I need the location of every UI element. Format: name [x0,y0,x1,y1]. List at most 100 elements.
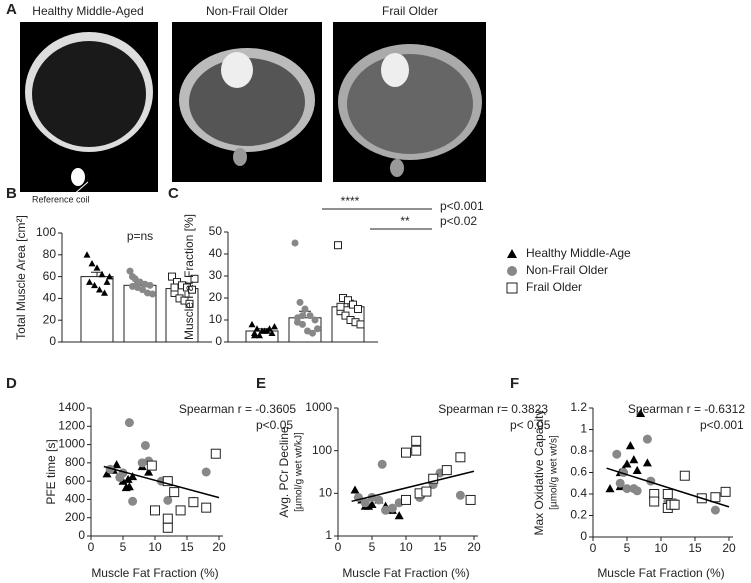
square-marker [354,305,362,313]
circle-marker [134,278,141,286]
y-tick-label: 60 [43,269,57,283]
y-tick-label: 1000 [305,400,332,414]
y-tick-label: 40 [209,246,223,260]
y-tick-label: 1000 [58,437,85,451]
square-marker [334,241,342,250]
y-tick-label: 30 [209,268,223,282]
square-marker [150,505,160,516]
circle-marker [149,290,156,298]
triangle-marker [248,320,256,328]
square-marker [185,299,194,308]
square-marker [679,470,690,481]
triangle-marker [96,286,103,293]
x-axis-label: Muscle Fat Fraction (%) [91,566,218,580]
square-marker [175,505,186,516]
square-marker [411,435,422,446]
y-tick-label: 20 [209,290,223,304]
y-tick-label: 50 [209,224,223,238]
x-tick-label: 5 [369,540,376,554]
circle-marker [291,239,299,247]
square-marker [168,272,176,281]
annotation: p<0.001 [440,199,484,213]
square-marker [162,513,173,524]
mri-image [381,53,409,87]
triangle-marker [507,249,517,258]
y-tick-label: 200 [65,510,85,524]
square-marker [188,285,196,294]
triangle-marker [350,485,360,494]
circle-marker [306,312,314,320]
y-axis-label: [µmol/g wet wt/kJ] [294,432,305,512]
annotation: p<0.02 [440,214,477,228]
circle-marker [381,505,391,515]
triangle-marker [106,273,113,280]
triangle-marker [86,278,93,285]
square-marker [162,522,173,533]
panel-letter: A [6,1,17,18]
y-tick-label: 1400 [58,400,85,414]
triangle-marker [266,325,273,332]
triangle-marker [625,441,635,450]
error-bar [91,271,103,277]
panel-letter: C [168,185,179,202]
triangle-marker [93,264,101,271]
y-tick-label: 0 [49,334,56,348]
circle-marker [615,478,625,488]
annotation: p<0.001 [700,418,744,432]
triangle-marker [88,260,96,267]
y-tick-label: 40 [43,291,57,305]
triangle-marker [622,459,632,468]
square-marker [188,497,199,508]
y-tick-label: 0 [580,529,587,543]
x-tick-label: 15 [180,540,194,554]
y-tick-label: 800 [65,455,85,469]
x-tick-label: 20 [467,540,481,554]
triangle-marker [144,467,154,476]
y-tick-label: 100 [36,225,56,239]
annotation: Spearman r = -0.6312 [628,402,745,416]
x-tick-label: 20 [212,540,226,554]
y-tick-label: 1.2 [570,400,587,414]
x-tick-label: 0 [88,540,95,554]
circle-marker [622,484,632,494]
legend-label: Healthy Middle-Age [526,246,631,260]
y-tick-label: 0.2 [570,508,587,522]
circle-marker [710,505,720,515]
x-tick-label: 10 [148,540,162,554]
square-marker [162,476,173,487]
y-tick-label: 0 [215,334,222,348]
x-tick-label: 15 [688,541,702,555]
x-tick-label: 10 [654,541,668,555]
legend-label: Non-Frail Older [526,263,608,277]
square-marker [169,487,180,498]
circle-marker [146,281,154,289]
square-marker [428,473,439,484]
triangle-marker [367,499,377,509]
reference-coil [233,148,247,166]
y-axis-label: Total Muscle Area [cm²] [14,215,28,340]
square-marker [146,460,157,471]
triangle-marker [629,455,639,464]
circle-marker [124,418,134,428]
triangle-marker [83,251,91,258]
square-marker [506,282,518,294]
y-axis-label: Max Oxidative Capacity [532,409,546,535]
y-tick-label: 80 [43,247,57,261]
triangle-marker [124,482,134,491]
circle-marker [377,459,387,469]
square-marker [649,496,660,507]
square-marker [344,296,352,305]
x-axis-label: Muscle Fat Fraction (%) [597,566,724,580]
mri-images [20,22,486,197]
panel-letter: B [6,185,17,202]
triangle-marker [394,511,404,520]
circle-marker [126,267,134,275]
circle-marker [309,329,316,337]
y-tick-label: 1 [580,422,587,436]
circle-marker [299,312,306,320]
y-tick-label: 0.6 [570,465,587,479]
circle-marker [507,266,517,276]
square-marker [662,489,673,499]
circle-marker [128,496,138,506]
